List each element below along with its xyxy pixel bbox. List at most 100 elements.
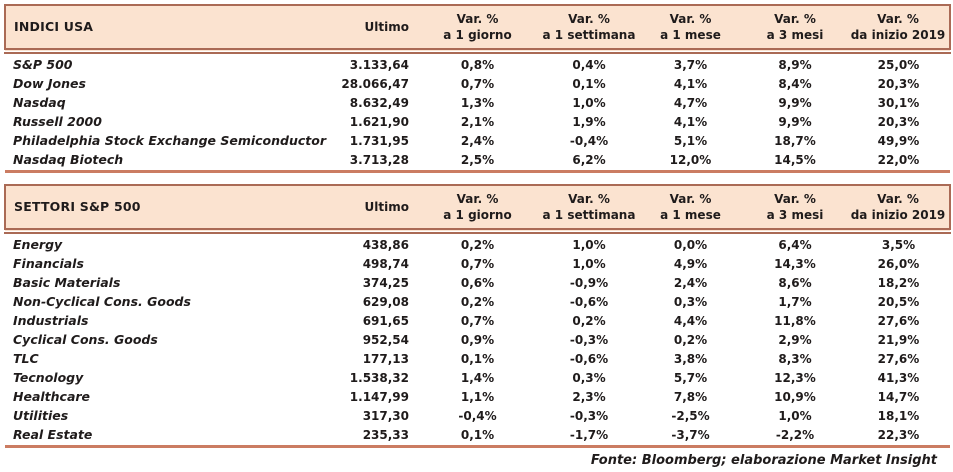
table-title-indici-usa: INDICI USA [4,4,307,54]
var-1-giorno-value: 0,8% [460,58,495,72]
last-price-value: 498,74 [362,257,409,271]
header-row: SETTORI S&P 500 Ultimo Var. % a 1 giorno… [4,184,951,234]
var-1-mese-value: 4,4% [673,314,708,328]
var-1-settimana-value: -1,7% [540,425,638,448]
var-inizio-2019-value: 20,5% [877,295,920,309]
row-label: Energy [13,237,63,252]
var-inizio-2019-value: 49,9% [877,134,920,148]
row-label: Tecnology [13,370,84,385]
var-inizio-2019-value: 26,0% [877,257,920,271]
var-1-giorno-value: 2,5% [415,150,540,173]
last-price-value: 3.713,28 [307,150,415,173]
var-label: Var. % [456,12,499,26]
col-header-var-1-mese: Var. % a 1 mese [638,184,743,234]
var-1-giorno-value: 2,1% [460,115,495,129]
var-label: Var. % [568,192,610,206]
row-label: Basic Materials [13,275,121,290]
var-1-giorno-value: 0,2% [460,238,495,252]
var-label: Var. % [877,192,919,206]
var-3-mesi-value: 1,0% [778,409,812,423]
row-label: Real Estate [5,425,307,448]
var-1-giorno-value: 0,6% [460,276,495,290]
col-header-var-1-settimana: Var. % a 1 settimana [540,4,638,54]
var-1-mese-value: 0,2% [673,333,708,347]
var-1-mese-value: 12,0% [638,150,743,173]
last-price-value: 8.632,49 [349,96,409,110]
period-label: a 3 mesi [766,28,824,42]
var-inizio-2019-value: 27,6% [877,352,920,366]
var-1-giorno-value: 1,1% [460,390,495,404]
var-3-mesi-value: 14,5% [743,150,847,173]
var-label: Var. % [774,12,816,26]
last-price-value: 1.621,90 [349,115,409,129]
var-inizio-2019-value: 14,7% [877,390,920,404]
var-label: Var. % [669,192,712,206]
var-1-mese-value: 2,4% [673,276,708,290]
var-3-mesi-value: 12,3% [774,371,816,385]
var-1-mese-value: 5,1% [673,134,708,148]
var-1-settimana-value: 1,9% [572,115,606,129]
var-1-mese-value: 0,0% [673,238,708,252]
var-1-giorno-value: 0,7% [460,77,495,91]
table-row: Utilities 317,30 -0,4% -0,3% -2,5% 1,0% … [5,407,950,426]
indici-usa-rows: S&P 500 3.133,64 0,8% 0,4% 3,7% 8,9% 25,… [5,51,950,173]
var-1-mese-value: 3,8% [673,352,708,366]
period-label: a 1 mese [660,208,721,222]
var-1-settimana-value: -0,9% [569,276,609,290]
last-price-value: 952,54 [362,333,409,347]
var-inizio-2019-value: 18,2% [877,276,920,290]
period-label: a 1 giorno [443,208,512,222]
table-row: Tecnology 1.538,32 1,4% 0,3% 5,7% 12,3% … [5,369,950,388]
var-1-settimana-value: -0,3% [569,409,609,423]
table-title-settori-sp500: SETTORI S&P 500 [4,184,307,234]
last-price-value: 374,25 [362,276,409,290]
table-row: S&P 500 3.133,64 0,8% 0,4% 3,7% 8,9% 25,… [5,51,950,75]
var-1-mese-value: -3,7% [638,425,743,448]
last-price-value: 3.133,64 [349,58,409,72]
row-label: Cyclical Cons. Goods [13,332,158,347]
var-inizio-2019-value: 3,5% [881,238,916,252]
table-row: Nasdaq Biotech 3.713,28 2,5% 6,2% 12,0% … [5,150,950,173]
row-label: Dow Jones [13,76,86,91]
table-row: Nasdaq 8.632,49 1,3% 1,0% 4,7% 9,9% 30,1… [5,94,950,113]
settori-sp500-table: SETTORI S&P 500 Ultimo Var. % a 1 giorno… [4,184,951,448]
var-3-mesi-value: 6,4% [778,238,812,252]
var-1-giorno-value: 1,3% [460,96,495,110]
var-1-settimana-value: -0,3% [569,333,609,347]
last-price-value: 629,08 [362,295,409,309]
var-label: Var. % [456,192,499,206]
period-label: a 1 settimana [542,28,636,42]
var-1-giorno-value: 0,7% [460,314,495,328]
var-1-settimana-value: 0,3% [572,371,606,385]
var-inizio-2019-value: 22,0% [847,150,950,173]
var-1-giorno-value: 0,1% [460,352,495,366]
row-label: Healthcare [13,389,91,404]
table-row: Energy 438,86 0,2% 1,0% 0,0% 6,4% 3,5% [5,231,950,255]
indici-usa-table: INDICI USA Ultimo Var. % a 1 giorno Var.… [4,4,951,173]
var-1-giorno-value: -0,4% [458,409,497,423]
period-label: a 1 giorno [443,28,512,42]
last-price-value: 438,86 [362,238,409,252]
var-1-giorno-value: 1,4% [460,371,495,385]
var-1-mese-value: 4,9% [673,257,708,271]
col-header-var-3-mesi: Var. % a 3 mesi [743,184,847,234]
var-inizio-2019-value: 21,9% [877,333,920,347]
var-1-mese-value: 4,1% [673,115,708,129]
var-3-mesi-value: 10,9% [774,390,816,404]
var-3-mesi-value: 9,9% [778,115,812,129]
var-1-settimana-value: 2,3% [572,390,606,404]
var-3-mesi-value: 1,7% [778,295,812,309]
table-row: Real Estate 235,33 0,1% -1,7% -3,7% -2,2… [5,425,950,448]
table-row: Dow Jones 28.066,47 0,7% 0,1% 4,1% 8,4% … [5,75,950,94]
var-3-mesi-value: 8,9% [778,58,812,72]
var-1-settimana-value: 0,1% [572,77,606,91]
indici-usa-header: INDICI USA Ultimo Var. % a 1 giorno Var.… [4,4,951,54]
var-1-settimana-value: -0,4% [569,134,609,148]
var-1-mese-value: 5,7% [673,371,708,385]
settori-sp500-rows: Energy 438,86 0,2% 1,0% 0,0% 6,4% 3,5% F… [5,231,950,448]
var-inizio-2019-value: 20,3% [877,115,920,129]
col-header-var-1-giorno: Var. % a 1 giorno [415,4,540,54]
var-1-settimana-value: -0,6% [569,352,609,366]
settori-sp500-header: SETTORI S&P 500 Ultimo Var. % a 1 giorno… [4,184,951,234]
